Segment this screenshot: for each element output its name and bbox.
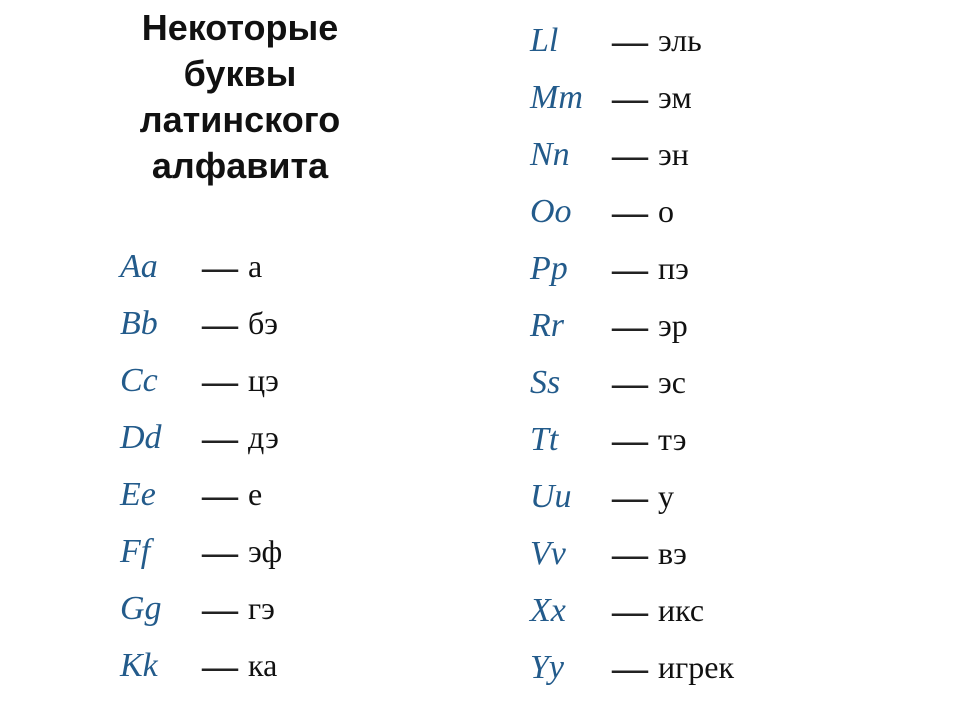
list-item: Vv — вэ <box>530 525 734 582</box>
pronunciation: у <box>658 478 674 515</box>
pronunciation: ка <box>248 647 277 684</box>
pronunciation: эль <box>658 22 702 59</box>
dash-icon: — <box>612 191 646 233</box>
pronunciation: дэ <box>248 419 279 456</box>
latin-letter: Gg <box>120 590 196 628</box>
page-title: Некоторые буквы латинского алфавита <box>60 5 420 189</box>
pronunciation: гэ <box>248 590 275 627</box>
dash-icon: — <box>202 303 236 345</box>
title-line: Некоторые <box>142 7 339 48</box>
pronunciation: эр <box>658 307 688 344</box>
dash-icon: — <box>202 474 236 516</box>
title-line: буквы <box>184 53 297 94</box>
dash-icon: — <box>612 134 646 176</box>
list-item: Gg — гэ <box>120 580 282 637</box>
pronunciation: вэ <box>658 535 687 572</box>
list-item: Oo — о <box>530 183 734 240</box>
list-item: Kk — ка <box>120 637 282 694</box>
latin-letter: Mm <box>530 79 606 117</box>
title-line: латинского <box>140 99 340 140</box>
pronunciation: пэ <box>658 250 689 287</box>
latin-letter: Ff <box>120 533 196 571</box>
left-column: Aa — а Bb — бэ Cc — цэ Dd — дэ Ee — е Ff… <box>120 238 282 694</box>
pronunciation: а <box>248 248 262 285</box>
latin-letter: Dd <box>120 419 196 457</box>
latin-letter: Aa <box>120 248 196 286</box>
dash-icon: — <box>612 419 646 461</box>
title-line: алфавита <box>152 145 328 186</box>
dash-icon: — <box>202 645 236 687</box>
latin-letter: Nn <box>530 136 606 174</box>
page: Некоторые буквы латинского алфавита Aa —… <box>0 0 960 720</box>
list-item: Pp — пэ <box>530 240 734 297</box>
dash-icon: — <box>612 20 646 62</box>
pronunciation: бэ <box>248 305 278 342</box>
list-item: Ff — эф <box>120 523 282 580</box>
latin-letter: Ll <box>530 22 606 60</box>
dash-icon: — <box>612 476 646 518</box>
latin-letter: Yy <box>530 649 606 687</box>
list-item: Tt — тэ <box>530 411 734 468</box>
list-item: Yy — игрек <box>530 639 734 696</box>
latin-letter: Ee <box>120 476 196 514</box>
list-item: Aa — а <box>120 238 282 295</box>
latin-letter: Cc <box>120 362 196 400</box>
pronunciation: о <box>658 193 674 230</box>
list-item: Rr — эр <box>530 297 734 354</box>
pronunciation: эм <box>658 79 692 116</box>
right-column: Ll — эль Mm — эм Nn — эн Oo — о Pp — пэ … <box>530 12 734 696</box>
pronunciation: эс <box>658 364 686 401</box>
dash-icon: — <box>612 647 646 689</box>
list-item: Ss — эс <box>530 354 734 411</box>
list-item: Cc — цэ <box>120 352 282 409</box>
dash-icon: — <box>202 360 236 402</box>
dash-icon: — <box>612 77 646 119</box>
pronunciation: эн <box>658 136 689 173</box>
dash-icon: — <box>612 590 646 632</box>
list-item: Uu — у <box>530 468 734 525</box>
pronunciation: икс <box>658 592 704 629</box>
dash-icon: — <box>202 588 236 630</box>
latin-letter: Tt <box>530 421 606 459</box>
list-item: Mm — эм <box>530 69 734 126</box>
list-item: Nn — эн <box>530 126 734 183</box>
latin-letter: Uu <box>530 478 606 516</box>
latin-letter: Vv <box>530 535 606 573</box>
latin-letter: Bb <box>120 305 196 343</box>
list-item: Bb — бэ <box>120 295 282 352</box>
latin-letter: Pp <box>530 250 606 288</box>
list-item: Ll — эль <box>530 12 734 69</box>
dash-icon: — <box>202 246 236 288</box>
dash-icon: — <box>202 417 236 459</box>
list-item: Ee — е <box>120 466 282 523</box>
latin-letter: Ss <box>530 364 606 402</box>
dash-icon: — <box>612 248 646 290</box>
pronunciation: тэ <box>658 421 687 458</box>
latin-letter: Oo <box>530 193 606 231</box>
pronunciation: эф <box>248 533 282 570</box>
dash-icon: — <box>612 305 646 347</box>
latin-letter: Rr <box>530 307 606 345</box>
dash-icon: — <box>612 533 646 575</box>
pronunciation: цэ <box>248 362 279 399</box>
pronunciation: игрек <box>658 649 734 686</box>
latin-letter: Xx <box>530 592 606 630</box>
dash-icon: — <box>612 362 646 404</box>
latin-letter: Kk <box>120 647 196 685</box>
pronunciation: е <box>248 476 262 513</box>
list-item: Dd — дэ <box>120 409 282 466</box>
dash-icon: — <box>202 531 236 573</box>
list-item: Xx — икс <box>530 582 734 639</box>
